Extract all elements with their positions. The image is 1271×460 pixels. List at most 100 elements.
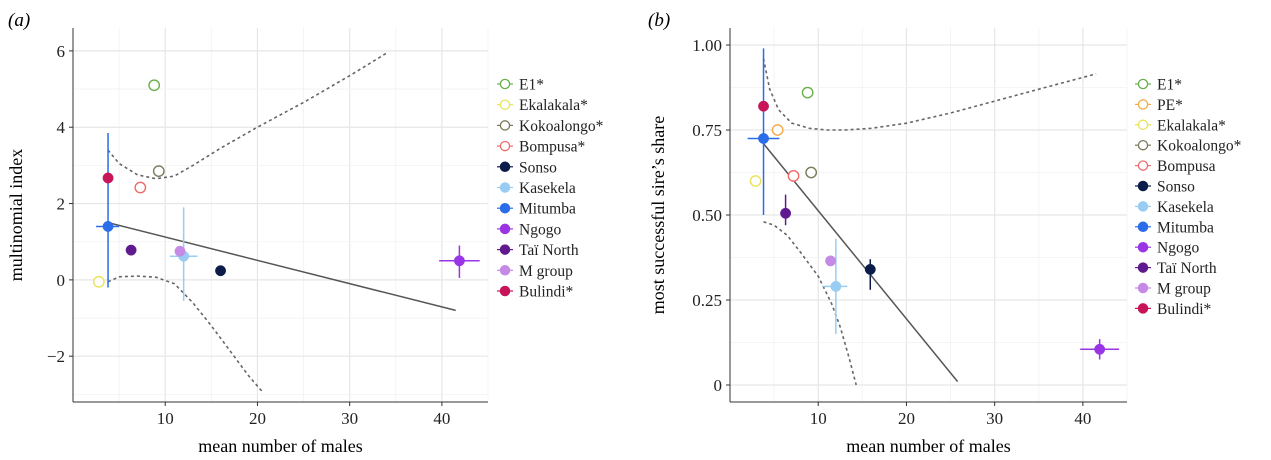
legend-label: M group: [1157, 281, 1211, 298]
point-e1: [801, 86, 814, 99]
panel-label: (a): [8, 10, 30, 31]
point-kasekela: [830, 280, 842, 292]
x-tick-label: 30: [986, 409, 1003, 428]
legend-key-marker: [1137, 282, 1149, 294]
legend-label: M group: [519, 263, 573, 280]
y-tick-label: 0.75: [692, 121, 722, 140]
regression-line: [762, 143, 959, 383]
legend-label: Bompusa: [1157, 158, 1216, 175]
legend-label: Bulindi*: [519, 284, 574, 301]
legend-key-marker: [1137, 78, 1149, 90]
legend-key-marker: [1137, 241, 1149, 253]
legend-key-marker: [1137, 180, 1149, 192]
legend-label: Taï North: [1157, 260, 1217, 277]
point-e1: [148, 79, 161, 92]
x-axis-title: mean number of males: [198, 436, 362, 456]
legend-label: Sonso: [519, 159, 557, 176]
legend-label: Ngogo: [1157, 240, 1199, 257]
gridlines: [73, 28, 489, 402]
panel-label: (b): [648, 10, 670, 31]
point-mitumba: [102, 220, 114, 232]
legend-label: Bulindi*: [1157, 301, 1212, 318]
legend-key-marker: [1137, 262, 1149, 273]
legend-label: PE*: [1157, 97, 1183, 114]
y-tick-label: −2: [47, 347, 65, 366]
x-tick-label: 40: [433, 409, 450, 428]
point-m-group: [825, 255, 837, 267]
x-tick-label: 10: [157, 409, 174, 428]
legend-label: Ngogo: [519, 221, 561, 238]
legend-label: Sonso: [1157, 179, 1195, 196]
y-tick-label: 1.00: [692, 36, 722, 55]
chart-panel-b: (b) 10 20 30 40 0 0.25 0.50 0.75 1.00 mean number …: [648, 10, 1242, 456]
legend-label: Kasekela: [1157, 199, 1214, 216]
legend-label: Mitumba: [519, 201, 576, 218]
legend-key-marker: [499, 285, 511, 297]
x-tick-label: 30: [341, 409, 358, 428]
point-ta-north: [125, 244, 137, 256]
point-ekalakala: [749, 175, 762, 187]
legend-key-marker: [499, 265, 511, 276]
legend-key-marker: [499, 244, 511, 255]
x-tick-label: 20: [898, 409, 915, 428]
legend-label: Ekalakala*: [1157, 117, 1226, 134]
legend: E1* Ekalakala* Kokoalongo* Bompusa* Sonso Kas…: [497, 77, 604, 301]
point-kokoalongo: [152, 165, 165, 178]
point-kokoalongo: [805, 166, 818, 179]
x-tick-label: 20: [249, 409, 266, 428]
y-tick-label: 4: [57, 118, 66, 137]
x-tick-label: 10: [810, 409, 827, 428]
point-pe: [771, 124, 784, 136]
point-mitumba: [758, 133, 769, 144]
regression-line: [107, 221, 456, 312]
legend-label: Ekalakala*: [519, 97, 588, 114]
legend: E1* PE* Ekalakala* Kokoalongo* Bompusa Sonso K…: [1135, 77, 1242, 318]
point-ngogo: [453, 255, 465, 267]
point-ngogo: [1094, 343, 1106, 355]
legend-key-marker: [1137, 139, 1149, 151]
point-bulindi: [758, 100, 769, 112]
point-ekalakala: [92, 275, 105, 288]
ci-upper-line: [107, 51, 389, 180]
legend-key-marker: [1137, 160, 1149, 171]
point-ta-north: [780, 207, 792, 219]
legend-key-marker: [499, 161, 511, 173]
legend-key-marker: [499, 182, 511, 193]
point-m-group: [174, 245, 186, 257]
y-tick-label: 0.50: [692, 206, 722, 225]
ci-lower-line: [763, 221, 857, 386]
data-points: [747, 48, 1120, 360]
legend-label: E1*: [1157, 77, 1182, 94]
legend-key-marker: [499, 140, 511, 152]
legend-key-marker: [499, 120, 511, 131]
point-bompusa: [787, 169, 800, 182]
legend-key-marker: [1137, 201, 1149, 212]
legend-key-marker: [1137, 221, 1149, 233]
legend-label: Taï North: [519, 242, 579, 259]
legend-key-marker: [1137, 99, 1149, 110]
legend-label: Bompusa*: [519, 139, 586, 156]
y-tick-label: 0: [57, 271, 66, 290]
legend-label: Kokoalongo*: [519, 118, 604, 135]
legend-key-marker: [499, 99, 511, 110]
y-tick-label: 6: [57, 42, 66, 61]
y-axis-title: multinomial index: [6, 149, 26, 282]
legend-label: Kasekela: [519, 180, 576, 197]
legend-label: E1*: [519, 77, 544, 94]
legend-key-marker: [1137, 303, 1149, 314]
data-points: [92, 79, 480, 301]
legend-label: Kokoalongo*: [1157, 138, 1242, 155]
legend-key-marker: [499, 78, 511, 90]
chart-panel-a: (a) 10 20 30 40 −2 0 2 4 6 mean number of males mul…: [6, 10, 604, 456]
x-tick-label: 40: [1074, 409, 1091, 428]
point-bompusa: [134, 181, 147, 194]
legend-key-marker: [499, 223, 511, 235]
legend-key-marker: [1137, 119, 1149, 131]
point-sonso: [215, 265, 227, 277]
ci-upper-line: [762, 58, 1097, 131]
y-tick-label: 0.25: [692, 291, 722, 310]
legend-label: Mitumba: [1157, 219, 1214, 236]
legend-key-marker: [499, 202, 511, 214]
y-tick-label: 0: [714, 376, 723, 395]
